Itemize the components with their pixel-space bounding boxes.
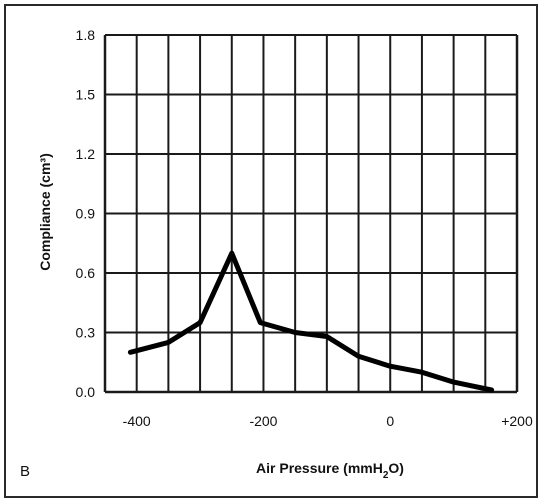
grid [103,34,519,394]
y-tick-label: 1.2 [76,146,96,162]
y-tick-label: 0.6 [76,265,96,281]
panel-label: B [20,463,30,480]
x-tick-label: -400 [123,413,151,429]
y-tick-label: 1.8 [76,27,96,43]
y-tick-label: 1.5 [76,87,96,103]
y-tick-label: 0.0 [76,384,96,400]
x-tick-label: +200 [501,413,533,429]
y-tick-label: 0.3 [76,325,96,341]
x-axis-title: Air Pressure (mmH2O) [256,460,404,481]
chart-frame [4,4,538,498]
series-layer [127,250,495,393]
x-tick-label: 0 [386,413,394,429]
y-axis-title: Compliance (cm³) [37,153,53,270]
x-tick-label: -200 [249,413,277,429]
compliance-curve [127,250,495,393]
tick-labels: 0.0 0.3 0.6 0.9 1.2 1.5 1.8 -400 -200 0 +200 [76,27,533,429]
y-tick-label: 0.9 [76,206,96,222]
